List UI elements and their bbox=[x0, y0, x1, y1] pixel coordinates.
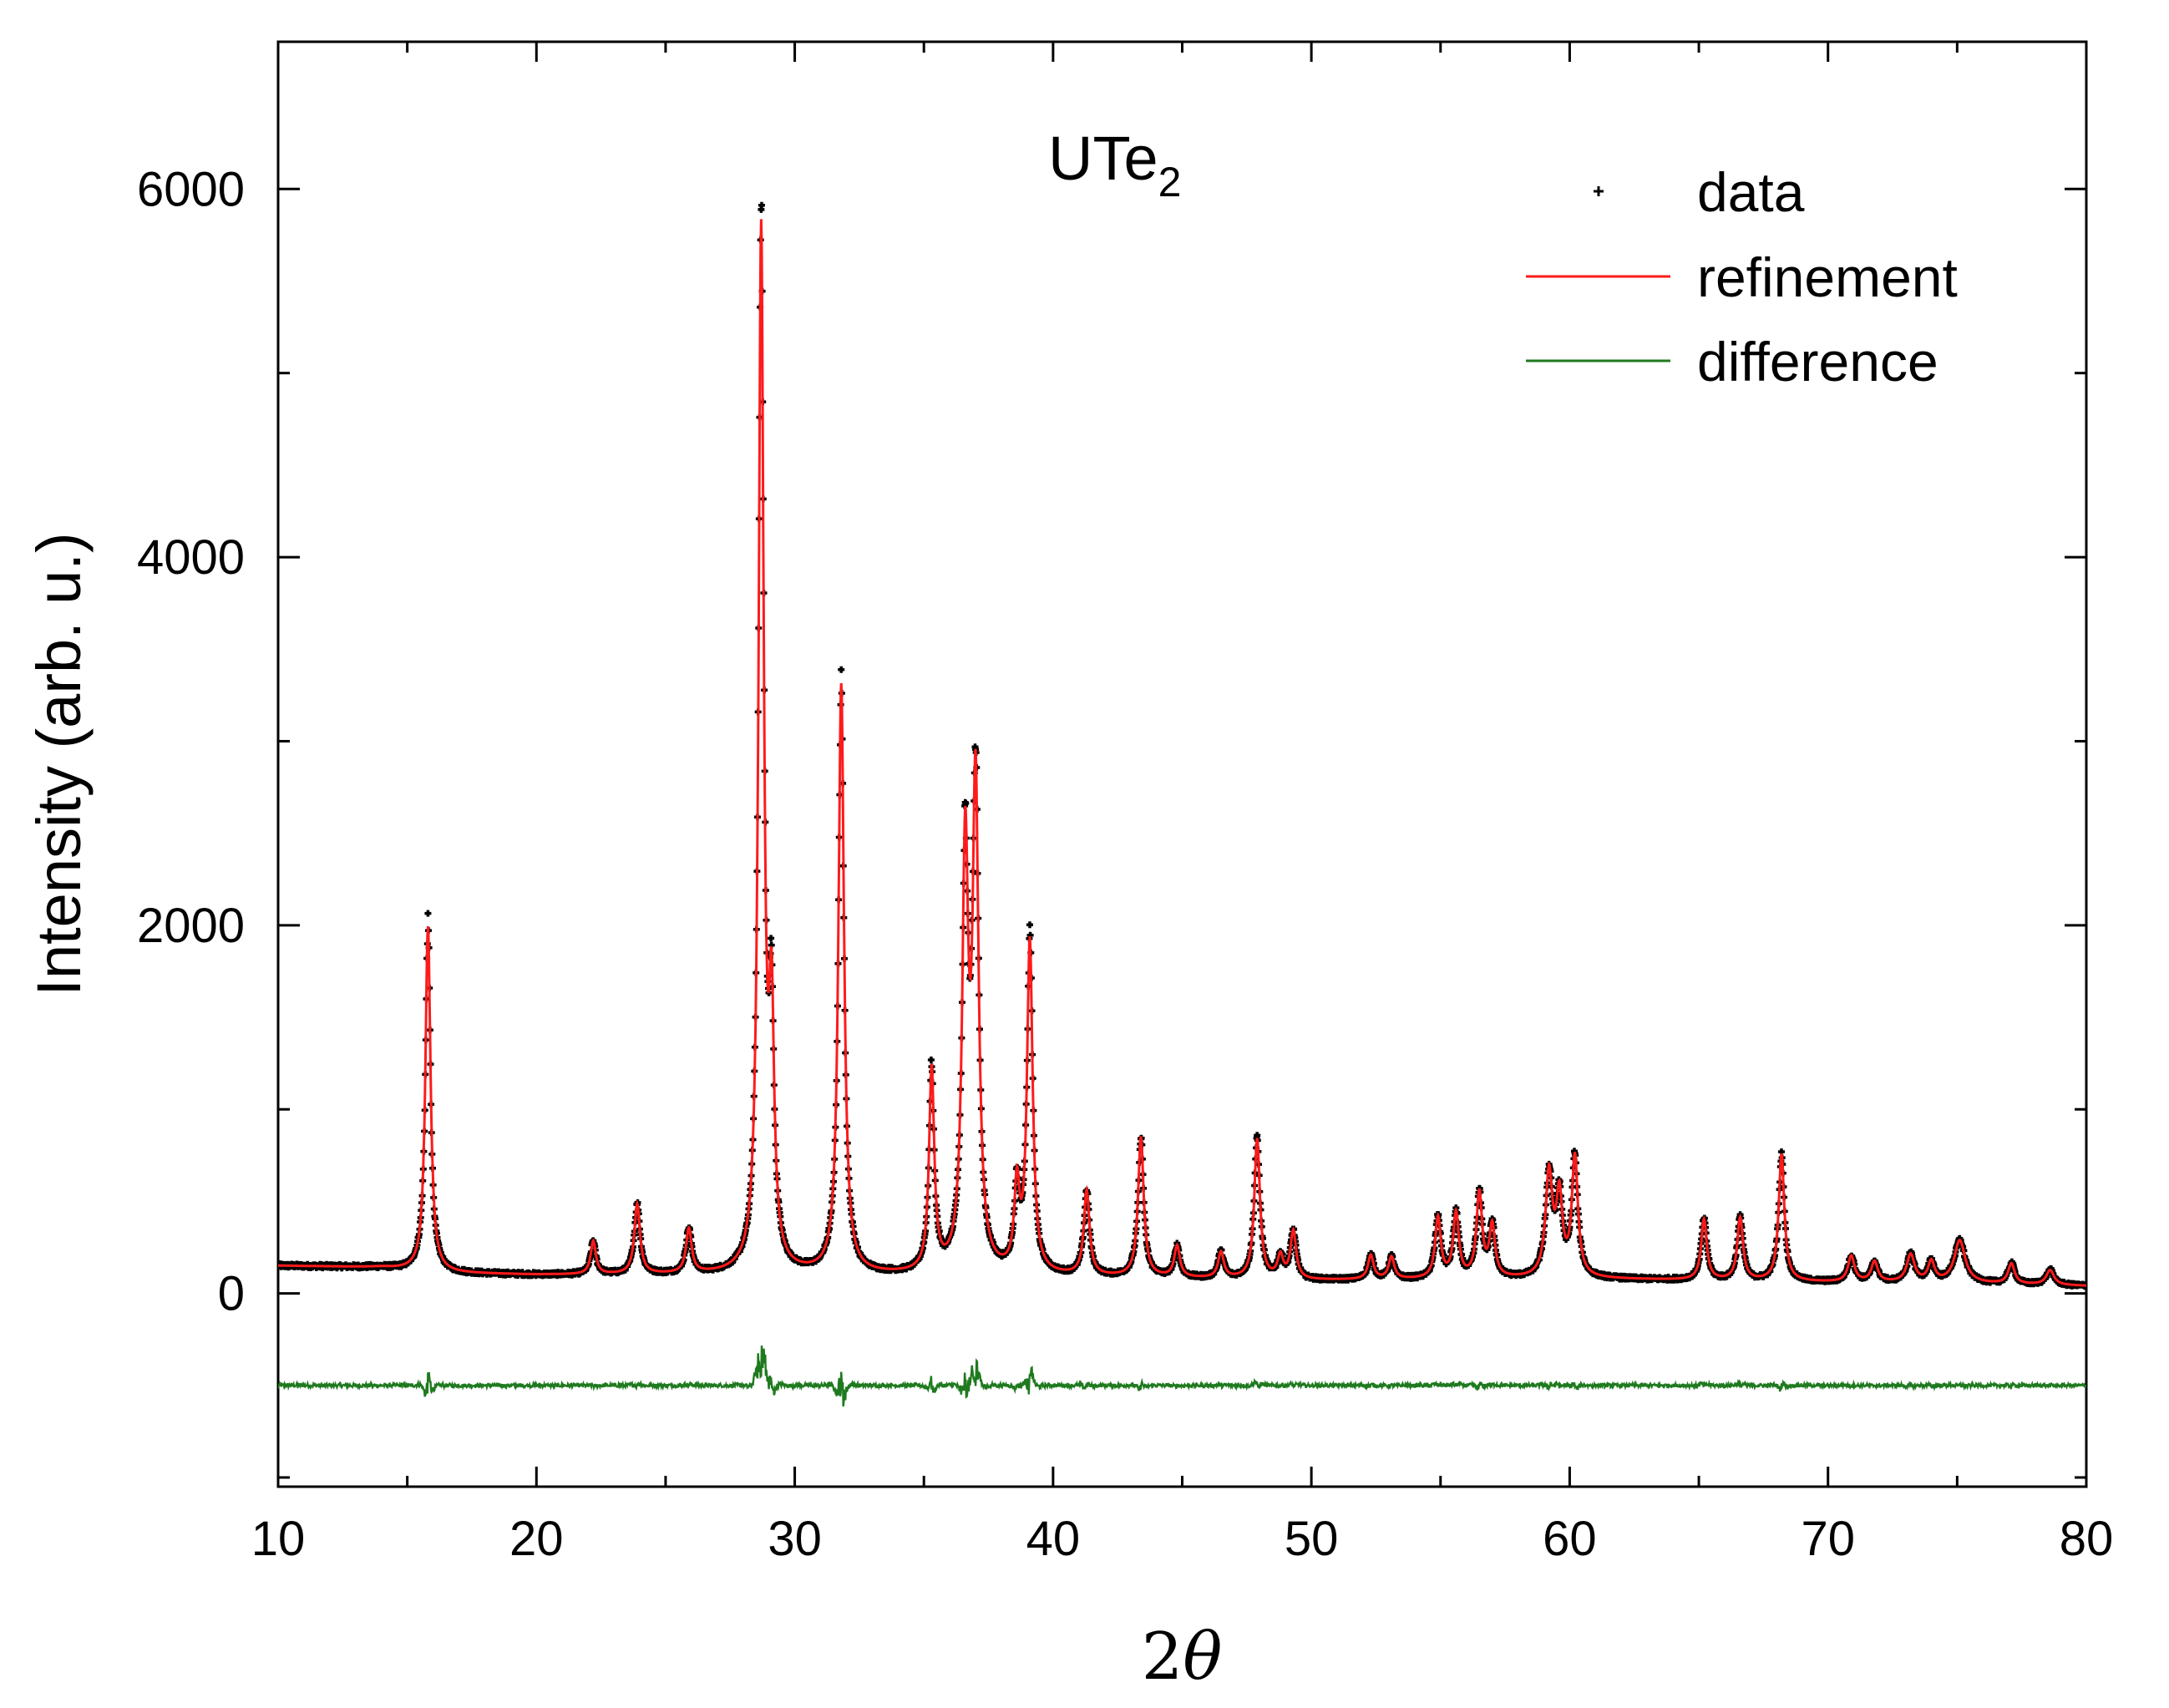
x-tick-label: 30 bbox=[768, 1512, 822, 1566]
x-tick-label: 50 bbox=[1285, 1512, 1339, 1566]
legend-label-data: data bbox=[1697, 161, 1805, 223]
chart-title-subscript: 2 bbox=[1158, 159, 1182, 205]
x-tick-label: 20 bbox=[509, 1512, 564, 1566]
x-tick-label: 60 bbox=[1543, 1512, 1597, 1566]
y-tick-label: 2000 bbox=[137, 899, 245, 953]
legend: data refinement difference bbox=[1526, 161, 1958, 393]
legend-label-refinement: refinement bbox=[1697, 246, 1958, 308]
y-axis-label: Intensity (arb. u.) bbox=[24, 532, 94, 996]
x-tick-label: 10 bbox=[251, 1512, 306, 1566]
x-tick-label: 40 bbox=[1026, 1512, 1081, 1566]
x-axis-label-theta: θ bbox=[1183, 1619, 1222, 1695]
y-tick-label: 4000 bbox=[137, 530, 245, 585]
difference-line bbox=[278, 1346, 2086, 1407]
legend-marker-data bbox=[1594, 186, 1604, 196]
x-tick-label: 70 bbox=[1801, 1512, 1855, 1566]
y-tick-label: 6000 bbox=[137, 162, 245, 216]
legend-label-difference: difference bbox=[1697, 331, 1938, 393]
x-axis-label: 2θ bbox=[1142, 1619, 1223, 1695]
series-refinement bbox=[278, 219, 2086, 1287]
series-difference bbox=[278, 1346, 2086, 1407]
x-tick-label: 80 bbox=[2060, 1512, 2114, 1566]
refinement-line bbox=[278, 219, 2086, 1287]
chart-title: UTe2 bbox=[1048, 124, 1181, 205]
y-tick-label: 0 bbox=[218, 1267, 245, 1321]
y-axis: 0 2000 4000 6000 bbox=[137, 162, 2086, 1479]
x-axis: 10 20 30 40 50 60 70 80 bbox=[251, 42, 2114, 1566]
